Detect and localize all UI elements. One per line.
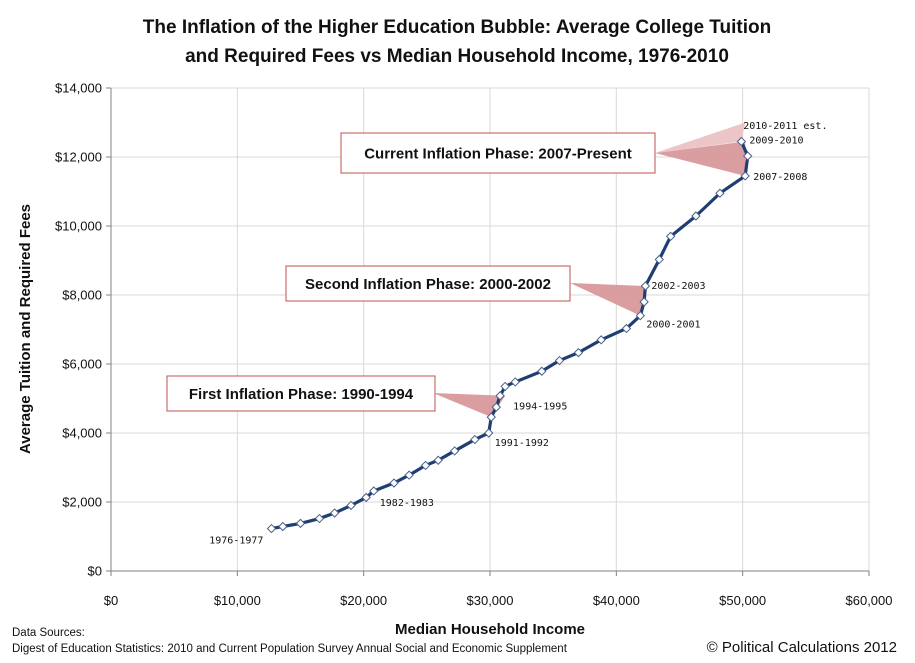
- callout-wedge: [570, 283, 646, 316]
- data-point-marker: [635, 310, 646, 321]
- data-point-marker: [654, 254, 664, 265]
- y-tick-label: $6,000: [62, 357, 102, 372]
- y-tick-label: $14,000: [55, 81, 102, 96]
- y-axis-title: Average Tuition and Required Fees: [17, 204, 34, 454]
- point-label: 1982-1983: [380, 498, 434, 509]
- data-point-marker: [486, 412, 496, 422]
- callout-box-layer: First Inflation Phase: 1990-1994 Second I…: [166, 132, 656, 412]
- callout-box: [340, 132, 656, 174]
- data-point-marker: [404, 470, 414, 480]
- data-point-marker: [596, 335, 606, 345]
- data-point-marker: [537, 366, 547, 376]
- callout-wedge: [433, 393, 506, 418]
- data-point-marker: [621, 323, 632, 334]
- callout-label: Current Inflation Phase: 2007-Present: [364, 146, 632, 163]
- data-point-marker: [691, 211, 701, 221]
- callout-label: First Inflation Phase: 1990-1994: [189, 386, 414, 403]
- x-tick-label: $50,000: [719, 593, 766, 608]
- data-point-marker: [346, 500, 356, 511]
- data-point-marker: [495, 391, 505, 401]
- y-tick-label: $2,000: [62, 495, 102, 510]
- data-point-marker: [470, 434, 480, 445]
- point-label: 2002-2003: [651, 281, 705, 292]
- data-point-marker: [420, 460, 431, 471]
- y-tick-label: $4,000: [62, 426, 102, 441]
- data-point-marker: [665, 231, 676, 242]
- data-point-marker: [500, 381, 510, 392]
- chart-title-line-2: and Required Fees vs Median Household In…: [185, 46, 729, 67]
- y-tick-label: $12,000: [55, 150, 102, 165]
- x-tick-label: $0: [104, 593, 118, 608]
- point-label: 1976-1977: [209, 536, 263, 547]
- callout-wedge-estimate: [655, 122, 746, 153]
- x-tick-label: $10,000: [214, 593, 261, 608]
- axes-layer: $0 $2,000 $4,000 $6,000 $8,000 $10,000 $12,000…: [55, 81, 893, 609]
- data-point-marker: [266, 523, 277, 534]
- data-point-marker: [329, 508, 340, 518]
- data-point-marker: [491, 402, 502, 412]
- data-point-marker: [433, 455, 443, 465]
- data-point-marker: [715, 188, 725, 198]
- series-line: [271, 140, 750, 531]
- data-point-marker: [640, 281, 651, 291]
- data-point-marker: [449, 446, 460, 456]
- data-sources-heading: Data Sources:: [12, 627, 85, 639]
- y-tick-label: $10,000: [55, 219, 102, 234]
- x-tick-label: $20,000: [340, 593, 387, 608]
- callout-label: Second Inflation Phase: 2000-2002: [305, 276, 551, 293]
- point-label: 2000-2001: [646, 320, 700, 331]
- x-tick-label: $40,000: [593, 593, 640, 608]
- data-point-marker: [554, 355, 565, 366]
- point-label: 2007-2008: [753, 172, 807, 183]
- data-sources-text: Digest of Education Statistics: 2010 and…: [12, 643, 568, 655]
- chart-title-line-1: The Inflation of the Higher Education Bu…: [143, 17, 771, 38]
- callout-shapes: [433, 122, 746, 418]
- point-label: 1991-1992: [495, 438, 549, 449]
- copyright-credit: © Political Calculations 2012: [707, 639, 897, 656]
- x-tick-label: $30,000: [467, 593, 514, 608]
- data-point-marker: [484, 428, 494, 438]
- data-point-marker: [389, 478, 399, 488]
- x-tick-label: $60,000: [846, 593, 893, 608]
- callout-box: [166, 375, 436, 412]
- data-point-marker: [295, 518, 306, 529]
- data-point-marker: [743, 151, 753, 161]
- y-tick-label: $0: [88, 564, 102, 579]
- data-point-marker: [736, 136, 747, 147]
- callout-box: [285, 265, 571, 302]
- data-point-marker: [369, 486, 379, 496]
- callout-wedge: [655, 141, 746, 176]
- data-point-marker: [639, 297, 649, 307]
- point-label: 2010-2011 est.: [743, 121, 827, 132]
- data-point-marker: [573, 347, 584, 358]
- series-layer: [266, 136, 753, 534]
- data-point-marker: [510, 377, 520, 387]
- point-label: 2009-2010: [749, 135, 803, 146]
- data-point-marker: [314, 513, 325, 524]
- x-axis-title: Median Household Income: [395, 621, 585, 638]
- y-tick-label: $8,000: [62, 288, 102, 303]
- data-point-marker: [278, 521, 288, 532]
- point-label: 1994-1995: [513, 402, 567, 413]
- point-label-layer: 1976-1977 1982-1983 1991-1992 1994-1995 2000…: [209, 121, 827, 547]
- data-point-marker: [361, 492, 371, 503]
- data-point-marker: [740, 171, 750, 181]
